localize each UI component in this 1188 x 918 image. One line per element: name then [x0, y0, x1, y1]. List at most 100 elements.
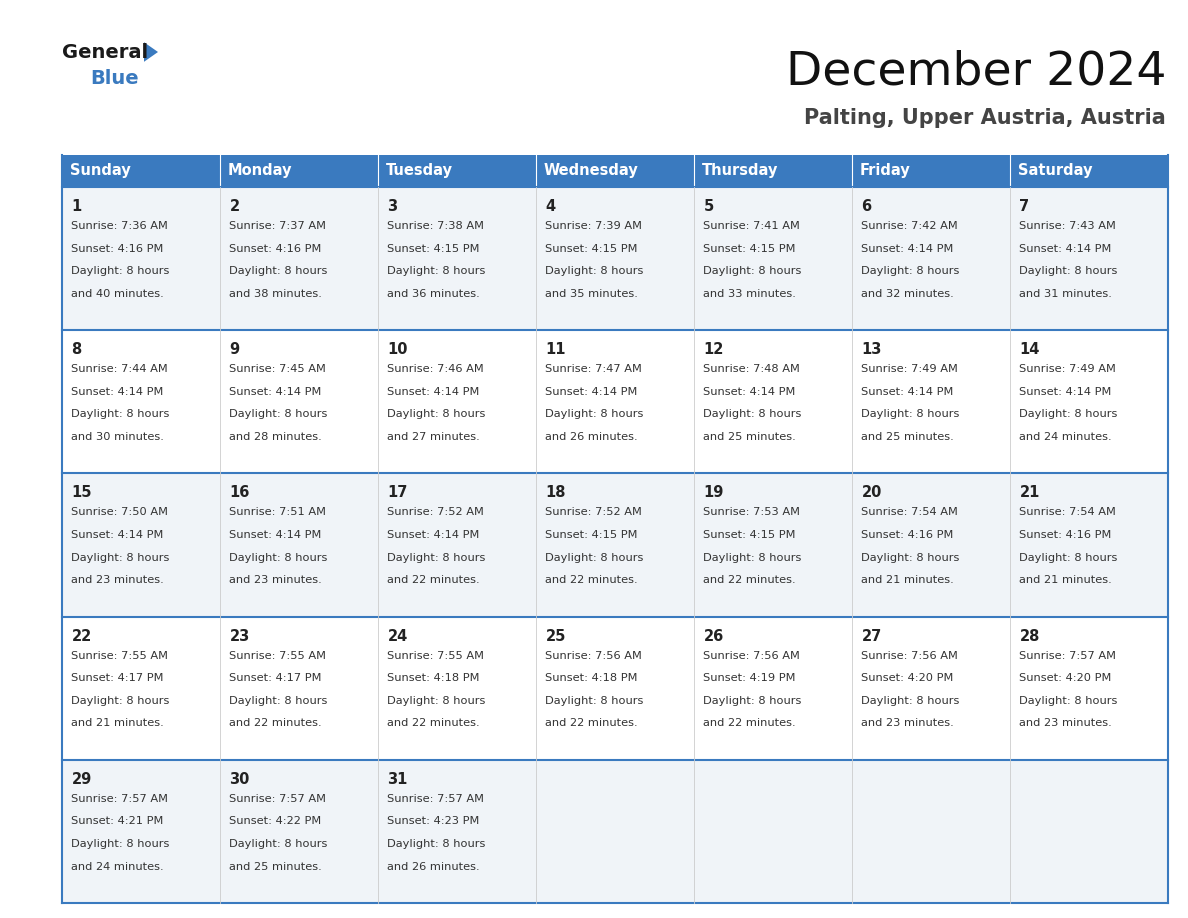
Text: Daylight: 8 hours: Daylight: 8 hours: [861, 409, 960, 420]
Text: Sunset: 4:14 PM: Sunset: 4:14 PM: [703, 386, 796, 397]
Text: Palting, Upper Austria, Austria: Palting, Upper Austria, Austria: [804, 108, 1165, 128]
Text: Sunrise: 7:47 AM: Sunrise: 7:47 AM: [545, 364, 643, 375]
Text: Daylight: 8 hours: Daylight: 8 hours: [1019, 553, 1118, 563]
Text: and 23 minutes.: and 23 minutes.: [229, 576, 322, 586]
Text: Sunrise: 7:53 AM: Sunrise: 7:53 AM: [703, 508, 801, 518]
Text: and 25 minutes.: and 25 minutes.: [703, 432, 796, 442]
Text: Sunset: 4:14 PM: Sunset: 4:14 PM: [545, 386, 638, 397]
Text: Sunset: 4:14 PM: Sunset: 4:14 PM: [71, 386, 164, 397]
Text: Daylight: 8 hours: Daylight: 8 hours: [71, 696, 170, 706]
Text: and 31 minutes.: and 31 minutes.: [1019, 289, 1112, 299]
Text: Daylight: 8 hours: Daylight: 8 hours: [71, 409, 170, 420]
Text: Sunrise: 7:54 AM: Sunrise: 7:54 AM: [861, 508, 959, 518]
Text: Sunrise: 7:57 AM: Sunrise: 7:57 AM: [1019, 651, 1117, 661]
Text: Sunset: 4:16 PM: Sunset: 4:16 PM: [1019, 530, 1112, 540]
Text: Sunset: 4:14 PM: Sunset: 4:14 PM: [387, 530, 480, 540]
Text: and 22 minutes.: and 22 minutes.: [545, 719, 638, 729]
Text: Sunset: 4:15 PM: Sunset: 4:15 PM: [545, 243, 638, 253]
Text: 27: 27: [861, 629, 881, 644]
Text: Sunset: 4:14 PM: Sunset: 4:14 PM: [71, 530, 164, 540]
Text: Sunrise: 7:55 AM: Sunrise: 7:55 AM: [71, 651, 169, 661]
Text: Sunset: 4:14 PM: Sunset: 4:14 PM: [229, 530, 322, 540]
Text: and 26 minutes.: and 26 minutes.: [387, 862, 480, 872]
Text: Daylight: 8 hours: Daylight: 8 hours: [703, 266, 802, 276]
Text: Sunset: 4:15 PM: Sunset: 4:15 PM: [703, 530, 796, 540]
Text: Sunset: 4:20 PM: Sunset: 4:20 PM: [1019, 673, 1112, 683]
Text: Daylight: 8 hours: Daylight: 8 hours: [545, 409, 644, 420]
Text: 21: 21: [1019, 486, 1040, 500]
Text: Wednesday: Wednesday: [544, 163, 639, 178]
Text: Sunset: 4:17 PM: Sunset: 4:17 PM: [229, 673, 322, 683]
Text: 14: 14: [1019, 342, 1040, 357]
Text: Sunrise: 7:56 AM: Sunrise: 7:56 AM: [703, 651, 801, 661]
Bar: [62, 760, 1168, 903]
Text: Sunrise: 7:56 AM: Sunrise: 7:56 AM: [861, 651, 959, 661]
Text: 28: 28: [1019, 629, 1040, 644]
Text: Daylight: 8 hours: Daylight: 8 hours: [1019, 409, 1118, 420]
Bar: [694, 155, 852, 187]
Text: Sunrise: 7:55 AM: Sunrise: 7:55 AM: [387, 651, 485, 661]
Text: Daylight: 8 hours: Daylight: 8 hours: [71, 266, 170, 276]
Text: Friday: Friday: [860, 163, 911, 178]
Text: Sunrise: 7:39 AM: Sunrise: 7:39 AM: [545, 221, 643, 231]
Text: 20: 20: [861, 486, 881, 500]
Text: 30: 30: [229, 772, 249, 787]
Text: December 2024: December 2024: [785, 50, 1165, 95]
Text: and 24 minutes.: and 24 minutes.: [1019, 432, 1112, 442]
Text: Blue: Blue: [90, 69, 139, 87]
Text: Sunrise: 7:45 AM: Sunrise: 7:45 AM: [229, 364, 327, 375]
Text: and 26 minutes.: and 26 minutes.: [545, 432, 638, 442]
Text: Sunrise: 7:57 AM: Sunrise: 7:57 AM: [387, 794, 485, 804]
Text: Daylight: 8 hours: Daylight: 8 hours: [861, 696, 960, 706]
Text: 8: 8: [71, 342, 82, 357]
Text: 11: 11: [545, 342, 565, 357]
Text: and 35 minutes.: and 35 minutes.: [545, 289, 638, 299]
Bar: [220, 155, 378, 187]
Text: Sunset: 4:16 PM: Sunset: 4:16 PM: [861, 530, 954, 540]
Text: and 22 minutes.: and 22 minutes.: [387, 576, 480, 586]
Text: Daylight: 8 hours: Daylight: 8 hours: [387, 553, 486, 563]
Text: and 21 minutes.: and 21 minutes.: [861, 576, 954, 586]
Text: Sunrise: 7:36 AM: Sunrise: 7:36 AM: [71, 221, 169, 231]
Text: Sunset: 4:14 PM: Sunset: 4:14 PM: [229, 386, 322, 397]
Text: Sunrise: 7:49 AM: Sunrise: 7:49 AM: [861, 364, 959, 375]
Text: Sunset: 4:17 PM: Sunset: 4:17 PM: [71, 673, 164, 683]
Text: and 32 minutes.: and 32 minutes.: [861, 289, 954, 299]
Text: Sunset: 4:19 PM: Sunset: 4:19 PM: [703, 673, 796, 683]
Text: Sunrise: 7:46 AM: Sunrise: 7:46 AM: [387, 364, 485, 375]
Text: Daylight: 8 hours: Daylight: 8 hours: [229, 839, 328, 849]
Text: and 25 minutes.: and 25 minutes.: [861, 432, 954, 442]
Text: Daylight: 8 hours: Daylight: 8 hours: [1019, 266, 1118, 276]
Text: 17: 17: [387, 486, 407, 500]
Text: Sunset: 4:15 PM: Sunset: 4:15 PM: [703, 243, 796, 253]
Text: and 21 minutes.: and 21 minutes.: [71, 719, 164, 729]
Text: and 40 minutes.: and 40 minutes.: [71, 289, 164, 299]
Text: 24: 24: [387, 629, 407, 644]
Text: Sunset: 4:15 PM: Sunset: 4:15 PM: [387, 243, 480, 253]
Text: 31: 31: [387, 772, 407, 787]
Text: Sunrise: 7:56 AM: Sunrise: 7:56 AM: [545, 651, 643, 661]
Text: Daylight: 8 hours: Daylight: 8 hours: [229, 696, 328, 706]
Text: Sunset: 4:14 PM: Sunset: 4:14 PM: [1019, 243, 1112, 253]
Text: Sunset: 4:18 PM: Sunset: 4:18 PM: [545, 673, 638, 683]
Text: General: General: [62, 42, 148, 62]
Text: 26: 26: [703, 629, 723, 644]
Text: Sunset: 4:21 PM: Sunset: 4:21 PM: [71, 816, 164, 826]
Text: 25: 25: [545, 629, 565, 644]
Text: Sunrise: 7:42 AM: Sunrise: 7:42 AM: [861, 221, 959, 231]
Text: 22: 22: [71, 629, 91, 644]
Text: Sunset: 4:15 PM: Sunset: 4:15 PM: [545, 530, 638, 540]
Text: Daylight: 8 hours: Daylight: 8 hours: [545, 696, 644, 706]
Polygon shape: [144, 42, 158, 62]
Text: Sunset: 4:20 PM: Sunset: 4:20 PM: [861, 673, 954, 683]
Text: and 23 minutes.: and 23 minutes.: [861, 719, 954, 729]
Text: and 22 minutes.: and 22 minutes.: [545, 576, 638, 586]
Text: Daylight: 8 hours: Daylight: 8 hours: [387, 839, 486, 849]
Text: and 22 minutes.: and 22 minutes.: [703, 719, 796, 729]
Text: Sunrise: 7:57 AM: Sunrise: 7:57 AM: [229, 794, 327, 804]
Text: Monday: Monday: [228, 163, 292, 178]
Text: Daylight: 8 hours: Daylight: 8 hours: [229, 266, 328, 276]
Text: 12: 12: [703, 342, 723, 357]
Text: and 23 minutes.: and 23 minutes.: [71, 576, 164, 586]
Text: Sunrise: 7:52 AM: Sunrise: 7:52 AM: [545, 508, 643, 518]
